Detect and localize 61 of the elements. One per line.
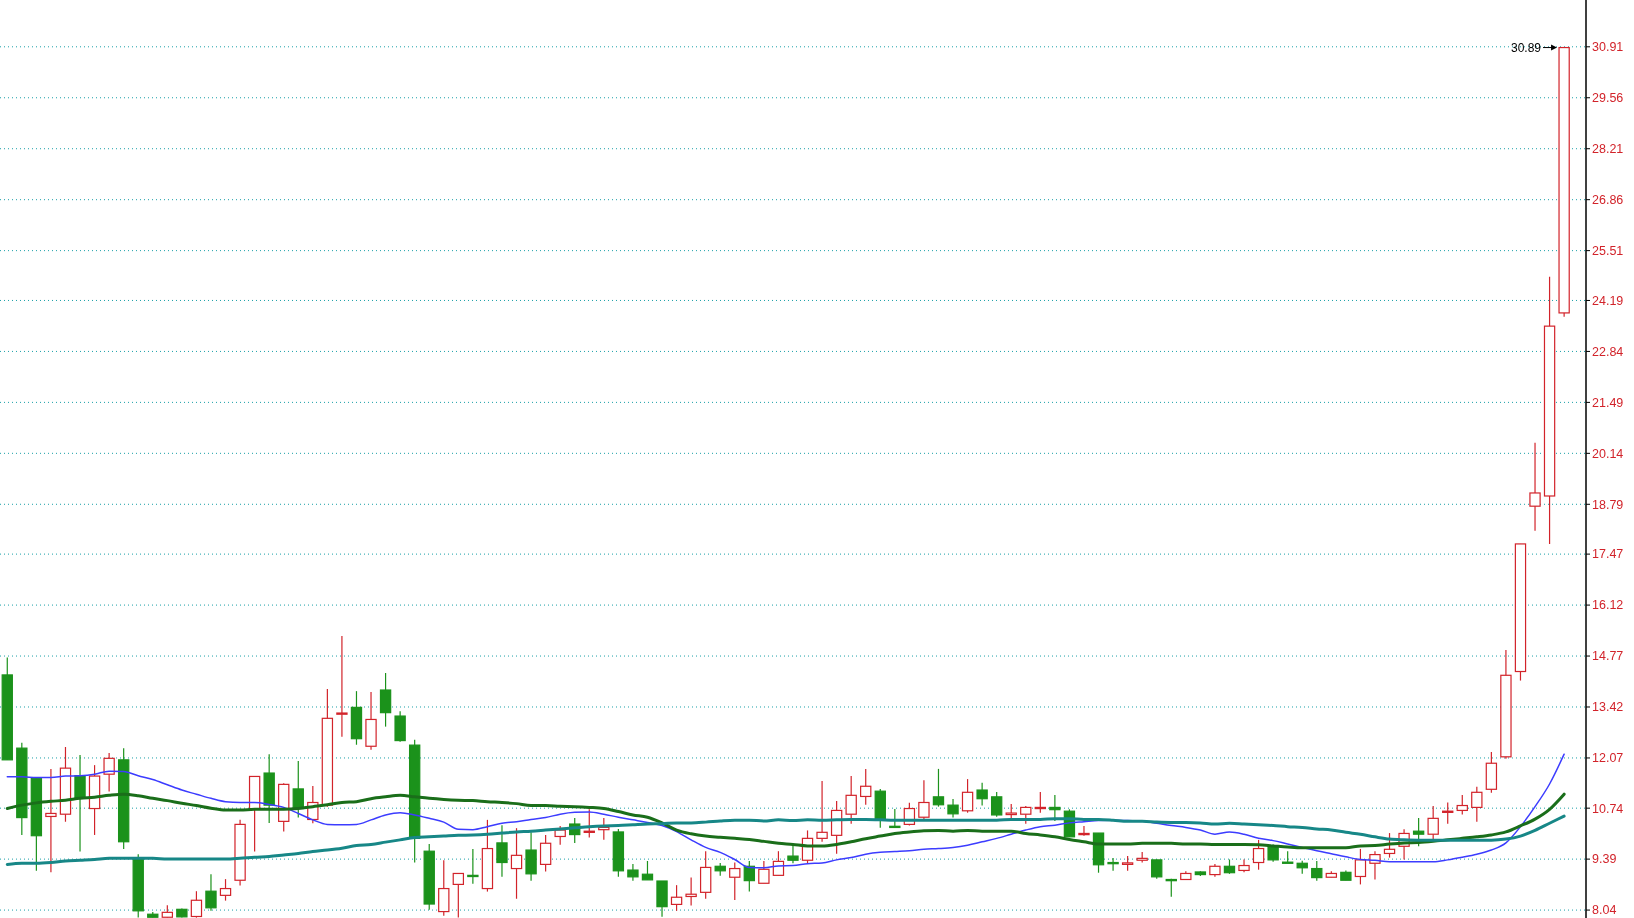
candlestick (670, 884, 683, 912)
candlestick (961, 778, 974, 814)
y-tick-label: 14.77 (1592, 649, 1624, 664)
y-tick-label: 30.91 (1592, 40, 1624, 55)
y-tick-label: 12.07 (1592, 751, 1624, 766)
candlestick (1107, 857, 1119, 872)
candlestick (758, 860, 770, 884)
candlestick (860, 768, 872, 806)
candlestick (990, 791, 1003, 818)
y-tick-label: 26.86 (1592, 193, 1624, 208)
candlestick (976, 782, 988, 807)
candlestick (74, 754, 86, 853)
y-tick-label: 10.74 (1592, 801, 1624, 816)
candlestick (787, 845, 799, 864)
candlestick (1412, 817, 1425, 847)
candlestick (1238, 858, 1250, 873)
candlestick (103, 752, 115, 793)
candlestick (205, 873, 217, 912)
candlestick (816, 780, 828, 843)
candlestick (1529, 442, 1541, 532)
annotation: 30.89 (1511, 40, 1542, 55)
candlestick (1456, 794, 1468, 816)
y-tick-label: 25.51 (1592, 244, 1624, 259)
candlestick (685, 877, 697, 907)
y-tick-label: 22.84 (1592, 344, 1624, 359)
y-tick-label: 24.19 (1592, 293, 1624, 308)
y-tick-label: 17.47 (1592, 547, 1624, 562)
y-tick-label: 29.56 (1592, 91, 1624, 106)
candlestick (1427, 805, 1439, 840)
candlestick (496, 824, 508, 878)
y-tick-label: 28.21 (1592, 142, 1624, 157)
y-tick-label: 18.79 (1592, 497, 1624, 512)
candlestick (379, 672, 392, 728)
y-tick-label: 8.04 (1592, 903, 1617, 918)
candlestick (729, 861, 741, 901)
candlestick (641, 860, 654, 881)
candlestick (1471, 786, 1483, 823)
y-tick-label: 20.14 (1592, 446, 1624, 461)
candlestick (1078, 825, 1090, 837)
candlestick (845, 775, 857, 825)
candlestick (1049, 794, 1061, 822)
candlestick (467, 848, 479, 885)
candlestick (539, 834, 552, 873)
y-tick-label: 21.49 (1592, 395, 1624, 410)
candlestick (1151, 858, 1163, 880)
y-tick-label: 9.39 (1592, 852, 1617, 867)
candlestick (45, 768, 57, 873)
candlestick (336, 635, 348, 738)
candlestick (554, 825, 566, 846)
candlestick (918, 779, 930, 820)
candlestick (947, 798, 959, 819)
y-tick-label: 13.42 (1592, 700, 1624, 715)
candlestick (1354, 848, 1367, 886)
candlestick (932, 768, 945, 808)
candlestick (1252, 839, 1265, 871)
y-tick-label: 16.12 (1592, 598, 1624, 613)
candlestick (525, 831, 537, 882)
candlestick (1311, 860, 1323, 882)
candlestick (1383, 832, 1396, 859)
candlestick (510, 827, 523, 900)
candlestick (219, 878, 232, 902)
